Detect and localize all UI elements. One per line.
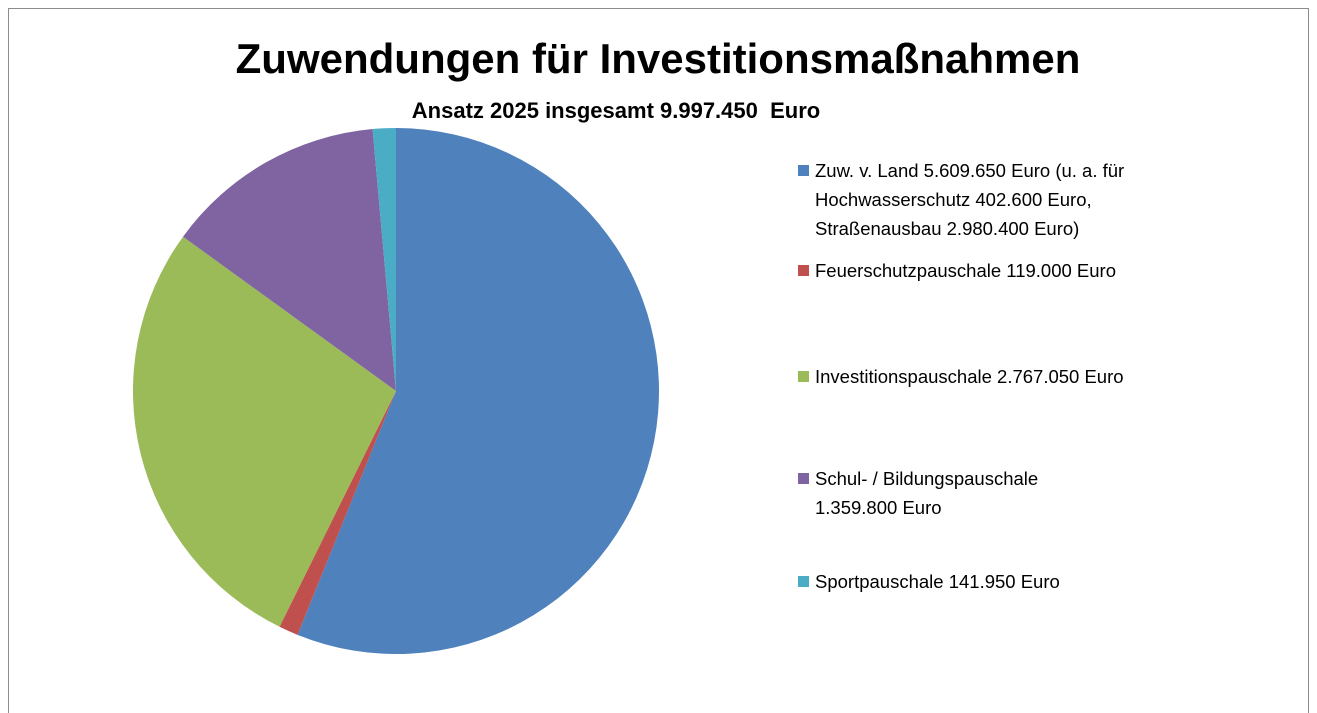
pie-slice <box>372 128 396 391</box>
legend-swatch <box>798 576 809 587</box>
pie-slice <box>297 128 659 654</box>
legend-label: Investitionspauschale 2.767.050 Euro <box>815 366 1124 387</box>
chart-frame <box>8 8 1309 713</box>
chart-title: Zuwendungen für Investitionsmaßnahmen <box>236 35 1081 82</box>
legend-item: Investitionspauschale 2.767.050 Euro <box>798 362 1178 391</box>
pie-slice <box>279 391 396 635</box>
legend-item: Sportpauschale 141.950 Euro <box>798 567 1178 596</box>
pie <box>133 128 659 654</box>
legend-swatch <box>798 473 809 484</box>
legend-swatch <box>798 371 809 382</box>
legend-label: Schul- / Bildungspauschale 1.359.800 Eur… <box>815 468 1039 518</box>
pie-slice <box>183 129 396 391</box>
legend-swatch <box>798 165 809 176</box>
legend-swatch <box>798 265 809 276</box>
legend-item: Feuerschutzpauschale 119.000 Euro <box>798 256 1178 285</box>
legend-item: Schul- / Bildungspauschale 1.359.800 Eur… <box>798 464 1098 522</box>
legend-label: Feuerschutzpauschale 119.000 Euro <box>815 260 1116 281</box>
legend-item: Zuw. v. Land 5.609.650 Euro (u. a. für H… <box>798 156 1178 243</box>
chart-subtitle: Ansatz 2025 insgesamt 9.997.450 Euro <box>412 98 820 123</box>
pie-slice <box>133 236 397 627</box>
legend-label: Sportpauschale 141.950 Euro <box>815 571 1060 592</box>
legend-label: Zuw. v. Land 5.609.650 Euro (u. a. für H… <box>815 160 1125 239</box>
